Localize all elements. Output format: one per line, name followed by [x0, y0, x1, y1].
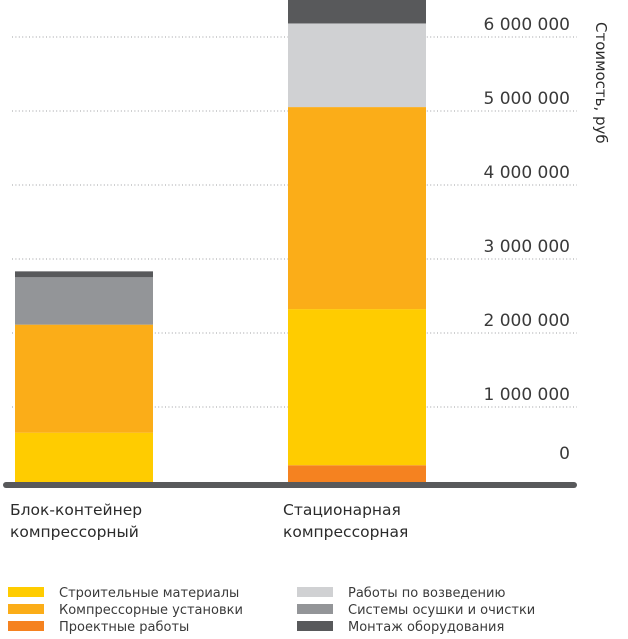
bar-segment — [288, 107, 426, 310]
legend-label: Проектные работы — [59, 620, 189, 635]
legend-swatch — [297, 587, 333, 597]
y-tick-label: 0 — [559, 444, 570, 464]
category-label: компрессорный — [10, 523, 139, 541]
y-tick-label: 4 000 000 — [483, 163, 570, 183]
bar-segment — [288, 465, 426, 483]
y-tick-label: 6 000 000 — [483, 15, 570, 35]
category-label: Блок-контейнер — [10, 501, 142, 519]
legend-label: Работы по возведению — [348, 586, 505, 601]
y-axis-title: Стоимость, руб — [592, 22, 610, 144]
y-tick-label: 5 000 000 — [483, 89, 570, 109]
category-label: компрессорная — [283, 523, 408, 541]
y-tick-label: 2 000 000 — [483, 311, 570, 331]
y-tick-label: 1 000 000 — [483, 385, 570, 405]
y-tick-labels: 0 1 000 000 2 000 000 3 000 000 4 000 000 5 0… — [483, 15, 570, 464]
legend-swatch — [8, 604, 44, 614]
bar-segment — [15, 432, 153, 483]
y-tick-label: 3 000 000 — [483, 237, 570, 257]
legend-swatch — [297, 621, 333, 631]
bar-segment — [288, 309, 426, 466]
legend-label: Монтаж оборудования — [348, 620, 504, 635]
bar-segment — [15, 277, 153, 325]
legend-swatch — [8, 587, 44, 597]
bar-segment — [288, 0, 426, 24]
bars — [15, 0, 426, 483]
category-label: Стационарная — [283, 501, 401, 519]
bar-segment — [15, 271, 153, 278]
legend: Строительные материалы Компрессорные уста… — [8, 586, 535, 635]
category-labels: Блок-контейнер компрессорный Стационарная к… — [10, 501, 408, 541]
legend-label: Системы осушки и очистки — [348, 603, 535, 618]
legend-label: Строительные материалы — [59, 586, 239, 601]
bar-segment — [15, 324, 153, 433]
legend-swatch — [8, 621, 44, 631]
bar-segment — [288, 23, 426, 108]
legend-label: Компрессорные установки — [59, 603, 243, 618]
legend-swatch — [297, 604, 333, 614]
